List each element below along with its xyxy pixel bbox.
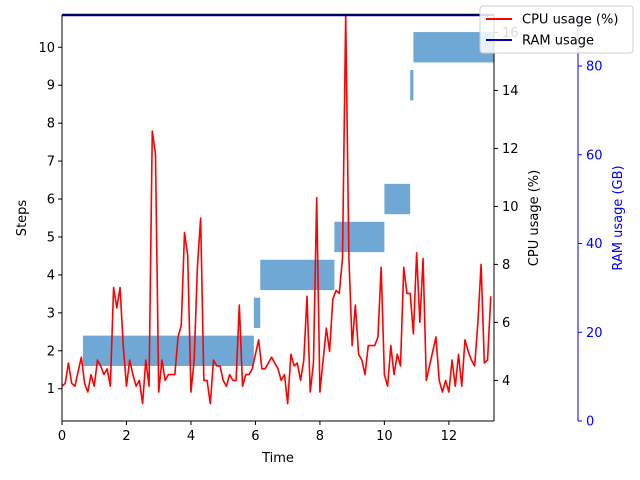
step-bars xyxy=(82,32,494,366)
cpu-tick-label: 6 xyxy=(502,316,510,331)
x-tick-label: 4 xyxy=(187,429,195,444)
steps-tick-label: 2 xyxy=(47,344,55,359)
legend-label-1: CPU usage (%) xyxy=(522,13,618,28)
steps-tick-label: 1 xyxy=(47,382,55,397)
x-tick-label: 8 xyxy=(316,429,324,444)
cpu-axis-title: CPU usage (%) xyxy=(527,170,542,266)
step-bar-5 xyxy=(384,183,411,215)
series-line-1 xyxy=(61,14,492,405)
cpu-tick-label: 4 xyxy=(502,374,510,389)
steps-tick-label: 6 xyxy=(47,193,55,208)
cpu-tick-label: 12 xyxy=(502,142,519,157)
ram-tick-label: 60 xyxy=(586,148,603,163)
x-tick-label: 2 xyxy=(122,429,130,444)
x-tick-label: 6 xyxy=(251,429,259,444)
x-tick-label: 10 xyxy=(376,429,393,444)
cpu-tick-label: 14 xyxy=(502,84,519,99)
step-bar-3 xyxy=(260,259,335,291)
steps-tick-label: 4 xyxy=(47,268,55,283)
ram-axis-title: RAM usage (GB) xyxy=(611,165,626,270)
ram-tick-label: 20 xyxy=(586,326,603,341)
x-tick-label: 0 xyxy=(58,429,66,444)
legend-label-2: RAM usage xyxy=(522,34,594,49)
steps-tick-label: 7 xyxy=(47,155,55,170)
ram-tick-label: 80 xyxy=(586,60,603,75)
x-axis-title: Time xyxy=(261,451,294,466)
axes: 024681012Time12345678910Steps46810121416… xyxy=(15,14,626,466)
step-bar-2 xyxy=(253,297,261,329)
steps-tick-label: 8 xyxy=(47,117,55,132)
ram-tick-label: 40 xyxy=(586,237,603,252)
step-bar-1 xyxy=(82,335,254,366)
steps-tick-label: 9 xyxy=(47,79,55,94)
x-tick-label: 12 xyxy=(441,429,458,444)
legend-box xyxy=(479,5,634,54)
steps-axis-title: Steps xyxy=(15,200,30,237)
cpu-tick-label: 8 xyxy=(502,258,510,273)
steps-tick-label: 5 xyxy=(47,230,55,245)
step-bar-6 xyxy=(410,70,414,101)
legend: CPU usage (%) RAM usage xyxy=(479,5,634,54)
ram-tick-label: 0 xyxy=(586,415,594,430)
steps-tick-label: 3 xyxy=(47,306,55,321)
steps-tick-label: 10 xyxy=(38,41,55,56)
cpu-tick-label: 10 xyxy=(502,200,519,215)
